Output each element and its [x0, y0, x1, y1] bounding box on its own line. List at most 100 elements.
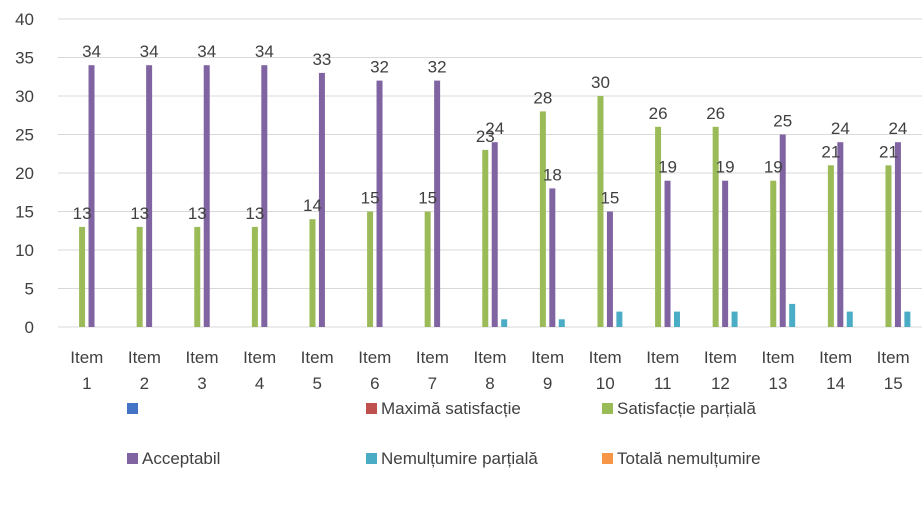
bar — [136, 226, 143, 327]
x-tick-label: 11 — [654, 374, 672, 393]
data-label: 32 — [370, 58, 389, 77]
x-tick-label: Item — [877, 348, 910, 367]
bar — [424, 211, 431, 327]
y-tick-label: 10 — [15, 241, 34, 260]
bar — [597, 96, 604, 327]
bar — [885, 165, 892, 327]
data-label: 25 — [773, 112, 792, 131]
data-label: 15 — [418, 189, 437, 208]
legend-swatch — [602, 453, 613, 464]
data-label: 19 — [764, 158, 783, 177]
data-label: 33 — [312, 50, 331, 69]
bar — [673, 311, 680, 327]
bar — [827, 165, 834, 327]
bar — [318, 72, 325, 328]
bar — [789, 303, 796, 327]
y-tick-label: 0 — [25, 318, 34, 337]
bar — [501, 319, 508, 327]
x-tick-label: Item — [416, 348, 449, 367]
data-label: 23 — [476, 127, 495, 146]
legend: Maximă satisfacție Satisfacție parțială Ac… — [127, 399, 761, 468]
bar — [655, 126, 662, 327]
bar — [79, 226, 86, 327]
x-tick-label: 1 — [82, 374, 91, 393]
bar — [482, 149, 489, 327]
data-label: 19 — [658, 158, 677, 177]
x-tick-label: 7 — [428, 374, 437, 393]
bar — [770, 180, 777, 327]
y-tick-label: 5 — [25, 280, 34, 299]
data-label: 13 — [130, 204, 149, 223]
data-label: 14 — [303, 196, 322, 215]
x-tick-label: Item — [761, 348, 794, 367]
bar — [558, 319, 565, 327]
x-tick-label: 9 — [543, 374, 552, 393]
legend-label: Nemulțumire parțială — [381, 449, 538, 468]
data-label: 30 — [591, 73, 610, 92]
legend-label: Totală nemulțumire — [617, 449, 761, 468]
data-label: 15 — [361, 189, 380, 208]
bar — [549, 188, 556, 327]
x-tick-label: 4 — [255, 374, 264, 393]
legend-swatch — [366, 453, 377, 464]
data-label: 32 — [428, 58, 447, 77]
x-tick-label: 3 — [197, 374, 206, 393]
bar — [731, 311, 738, 327]
data-label: 28 — [533, 88, 552, 107]
bar — [837, 142, 844, 327]
x-tick-label: Item — [70, 348, 103, 367]
bar — [606, 211, 613, 327]
x-tick-label: Item — [243, 348, 276, 367]
data-label: 15 — [600, 189, 619, 208]
bar — [376, 80, 383, 327]
legend-swatch — [127, 403, 138, 414]
bar — [367, 211, 374, 327]
legend-label: Satisfacție parțială — [617, 399, 756, 418]
data-label: 19 — [716, 158, 735, 177]
bar — [261, 65, 268, 327]
x-tick-label: 13 — [769, 374, 788, 393]
data-labels: 13 13 13 13 14 15 15 23 28 30 26 26 19 21 21 34 34 34 34 33… — [73, 42, 908, 223]
x-tick-label: Item — [128, 348, 161, 367]
bar — [722, 180, 729, 327]
bar — [146, 65, 153, 327]
data-label: 18 — [543, 165, 562, 184]
data-label: 24 — [485, 119, 504, 138]
legend-swatch — [127, 453, 138, 464]
x-tick-label: 12 — [711, 374, 730, 393]
data-label: 21 — [879, 142, 898, 161]
y-tick-label: 35 — [15, 49, 34, 68]
x-tick-label: 10 — [596, 374, 615, 393]
y-tick-label: 20 — [15, 164, 34, 183]
y-tick-label: 30 — [15, 87, 34, 106]
x-tick-label: Item — [646, 348, 679, 367]
bar — [309, 219, 316, 327]
x-tick-label: Item — [185, 348, 218, 367]
legend-label: Maximă satisfacție — [381, 399, 521, 418]
x-tick-label: Item — [473, 348, 506, 367]
data-label: 13 — [245, 204, 264, 223]
legend-swatch — [602, 403, 613, 414]
bar — [434, 80, 441, 327]
y-tick-label: 15 — [15, 203, 34, 222]
x-tick-label: Item — [358, 348, 391, 367]
bar — [779, 134, 786, 327]
gridlines — [58, 18, 922, 328]
data-label: 21 — [821, 142, 840, 161]
data-label: 13 — [73, 204, 92, 223]
legend-swatch — [366, 403, 377, 414]
bar — [712, 126, 719, 327]
x-tick-label: 5 — [312, 374, 321, 393]
bar — [491, 142, 498, 327]
bars — [79, 65, 911, 328]
bar — [203, 65, 210, 327]
bar — [616, 311, 623, 327]
data-label: 34 — [255, 42, 274, 61]
data-label: 24 — [831, 119, 850, 138]
bar — [88, 65, 95, 327]
data-label: 24 — [888, 119, 907, 138]
x-tick-label: Item — [301, 348, 334, 367]
data-label: 34 — [140, 42, 159, 61]
